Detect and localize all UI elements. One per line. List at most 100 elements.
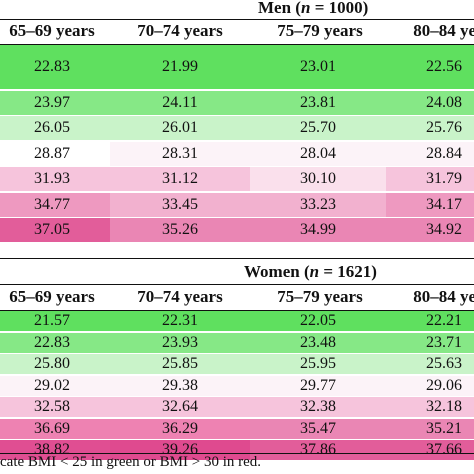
men-col-header-75-79: 75–79 years xyxy=(277,21,363,40)
men-cell: 35.26 xyxy=(110,218,250,242)
women-cell: 22.83 xyxy=(0,332,110,353)
men-cell-value: 33.23 xyxy=(300,195,336,213)
women-cell: 23.71 xyxy=(386,332,474,353)
women-title-suffix: = 1621) xyxy=(319,262,377,281)
women-col-header-65-69: 65–69 years xyxy=(9,287,95,306)
table-row: 28.87 28.31 28.04 28.84 xyxy=(0,141,474,166)
table-row: 22.83 21.99 23.01 22.56 xyxy=(0,45,474,89)
table-row: 21.57 22.31 22.05 22.21 xyxy=(0,311,474,331)
women-cell-value: 32.18 xyxy=(426,398,462,415)
men-cell-value: 31.12 xyxy=(162,170,198,187)
men-title-suffix: = 1000) xyxy=(310,0,369,17)
women-cell: 36.69 xyxy=(0,418,110,439)
women-cell: 25.63 xyxy=(386,354,474,374)
men-cell: 28.04 xyxy=(250,141,386,166)
men-cell: 22.83 xyxy=(0,45,110,89)
men-cell-value: 28.87 xyxy=(34,144,70,162)
men-cell-value: 28.31 xyxy=(162,144,198,162)
men-cell: 33.23 xyxy=(250,192,386,217)
men-col-header-70-74: 70–74 years xyxy=(137,21,223,40)
men-cell-value: 25.76 xyxy=(426,119,462,136)
men-cell: 23.81 xyxy=(250,90,386,115)
men-cell: 34.92 xyxy=(386,218,474,242)
women-cell-value: 23.71 xyxy=(426,333,462,351)
men-cell-value: 30.10 xyxy=(300,170,336,187)
women-cell-value: 29.38 xyxy=(162,376,198,394)
women-cell-value: 29.02 xyxy=(34,376,70,394)
women-cell: 32.58 xyxy=(0,397,110,417)
men-cell-value: 31.93 xyxy=(34,170,70,187)
men-cell-value: 23.81 xyxy=(300,93,336,111)
women-cell-value: 37.86 xyxy=(300,441,336,458)
men-cell: 28.84 xyxy=(386,141,474,166)
table-row: 31.93 31.12 30.10 31.79 xyxy=(0,167,474,191)
men-cell-value: 37.05 xyxy=(34,221,70,238)
men-cell-value: 34.17 xyxy=(426,195,462,213)
table-row: 32.58 32.64 32.38 32.18 xyxy=(0,397,474,417)
men-cell-value: 34.92 xyxy=(426,221,462,238)
men-cell: 37.05 xyxy=(0,218,110,242)
men-cell: 24.11 xyxy=(110,90,250,115)
men-cell-value: 23.01 xyxy=(300,58,336,75)
women-cell-value: 22.21 xyxy=(426,312,462,329)
men-cell: 31.93 xyxy=(0,167,110,191)
men-cell: 24.08 xyxy=(386,90,474,115)
men-cell-value: 22.83 xyxy=(34,58,70,75)
men-cell-value: 28.84 xyxy=(426,144,462,162)
table-row: 25.80 25.85 25.95 25.63 xyxy=(0,354,474,374)
women-cell: 22.05 xyxy=(250,311,386,331)
men-cell: 21.99 xyxy=(110,45,250,89)
women-cell-value: 21.57 xyxy=(34,312,70,329)
men-cell-value: 22.56 xyxy=(426,58,462,75)
men-header-top-rule xyxy=(0,19,474,20)
women-cell-value: 22.05 xyxy=(300,312,336,329)
men-cell-value: 31.79 xyxy=(426,170,462,187)
women-cell: 21.57 xyxy=(0,311,110,331)
women-cell: 25.80 xyxy=(0,354,110,374)
table-row: 23.97 24.11 23.81 24.08 xyxy=(0,90,474,115)
women-cell: 35.47 xyxy=(250,418,386,439)
men-cell-value: 24.08 xyxy=(426,93,462,111)
women-cell: 22.21 xyxy=(386,311,474,331)
men-cell-value: 24.11 xyxy=(162,93,198,111)
women-cell-value: 36.69 xyxy=(34,419,70,437)
table-row: 38.82 39.26 37.86 37.66 xyxy=(0,440,474,460)
men-cell-value: 26.01 xyxy=(162,119,198,136)
men-col-header-80-84: 80–84 years xyxy=(413,21,474,40)
women-cell-value: 25.63 xyxy=(426,355,462,372)
men-cell: 34.99 xyxy=(250,218,386,242)
women-cell-value: 25.95 xyxy=(300,355,336,372)
men-cell-value: 33.45 xyxy=(162,195,198,213)
men-col-header-65-69: 65–69 years xyxy=(9,21,95,40)
women-cell: 36.29 xyxy=(110,418,250,439)
women-cell-value: 35.47 xyxy=(300,419,336,437)
men-cell: 34.17 xyxy=(386,192,474,217)
women-header-top-rule xyxy=(0,284,474,285)
men-cell: 26.05 xyxy=(0,116,110,140)
men-bottom-rule xyxy=(0,258,474,259)
men-cell-value: 28.04 xyxy=(300,144,336,162)
men-cell: 31.79 xyxy=(386,167,474,191)
women-n-symbol: n xyxy=(309,262,320,281)
men-cell: 22.56 xyxy=(386,45,474,89)
women-cell: 32.64 xyxy=(110,397,250,417)
men-n-symbol: n xyxy=(300,0,311,17)
women-cell: 35.21 xyxy=(386,418,474,439)
men-cell: 28.31 xyxy=(110,141,250,166)
men-title-prefix: Men ( xyxy=(258,0,301,17)
women-cell: 37.86 xyxy=(250,440,386,460)
women-cell-value: 35.21 xyxy=(426,419,462,437)
women-cell-value: 22.83 xyxy=(34,333,70,351)
women-col-header-75-79: 75–79 years xyxy=(277,287,363,306)
women-col-header-80-84: 80–84 years xyxy=(413,287,474,306)
women-cell: 23.48 xyxy=(250,332,386,353)
men-cell: 34.77 xyxy=(0,192,110,217)
women-cell: 29.38 xyxy=(110,375,250,396)
women-cell: 29.02 xyxy=(0,375,110,396)
women-cell: 32.38 xyxy=(250,397,386,417)
table-row: 22.83 23.93 23.48 23.71 xyxy=(0,332,474,353)
women-cell-value: 25.85 xyxy=(162,355,198,372)
women-header-bottom-rule xyxy=(0,310,474,311)
table-row: 37.05 35.26 34.99 34.92 xyxy=(0,218,474,242)
